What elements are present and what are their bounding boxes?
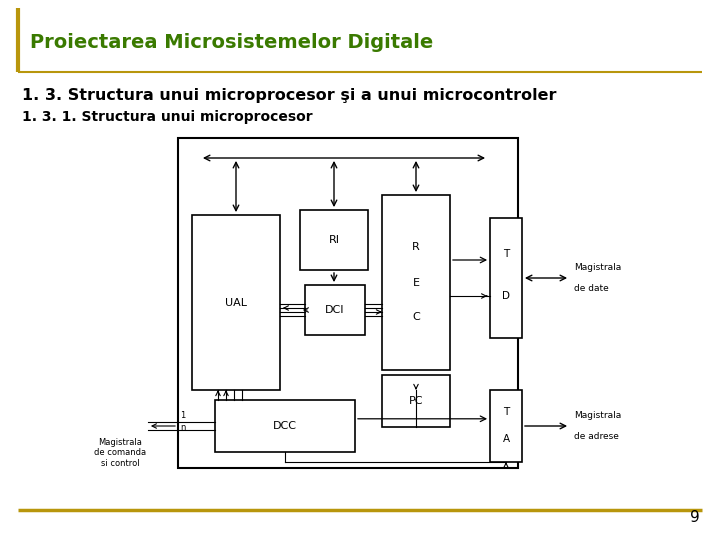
Bar: [382, 375, 450, 427]
Text: 1: 1: [180, 411, 185, 421]
Text: D: D: [502, 291, 510, 301]
Text: RI: RI: [328, 235, 340, 245]
Text: R: R: [412, 242, 420, 253]
Text: E: E: [413, 278, 420, 287]
Bar: [215, 400, 355, 452]
Text: T: T: [503, 407, 509, 416]
Bar: [382, 195, 450, 370]
Text: C: C: [412, 313, 420, 322]
Bar: [490, 218, 522, 338]
Text: de adrese: de adrese: [574, 432, 619, 441]
Bar: [192, 215, 280, 390]
Text: DCC: DCC: [273, 421, 297, 431]
Text: T: T: [503, 249, 509, 259]
Text: 9: 9: [690, 510, 700, 525]
Text: Magistrala: Magistrala: [574, 411, 621, 420]
Bar: [490, 390, 522, 462]
Text: 1. 3. Structura unui microprocesor şi a unui microcontroler: 1. 3. Structura unui microprocesor şi a …: [22, 88, 557, 103]
Text: DCI: DCI: [325, 305, 345, 315]
Text: de date: de date: [574, 284, 608, 293]
Text: Magistrala: Magistrala: [574, 263, 621, 272]
Text: UAL: UAL: [225, 298, 247, 307]
Text: 1. 3. 1. Structura unui microprocesor: 1. 3. 1. Structura unui microprocesor: [22, 110, 312, 124]
Bar: [178, 138, 518, 468]
Text: A: A: [503, 434, 510, 444]
Text: PC: PC: [409, 396, 423, 406]
Bar: [300, 210, 368, 270]
Text: n: n: [180, 423, 185, 433]
Text: Magistrala
de comanda
si control: Magistrala de comanda si control: [94, 438, 146, 468]
Bar: [305, 285, 365, 335]
Text: Proiectarea Microsistemelor Digitale: Proiectarea Microsistemelor Digitale: [30, 32, 433, 51]
